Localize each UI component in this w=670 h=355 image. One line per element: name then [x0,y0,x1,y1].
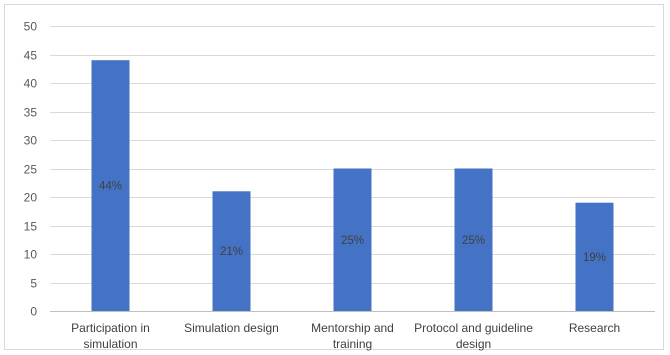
data-label-3: 25% [341,235,364,247]
y-tick-label-35: 35 [24,106,38,120]
category-label-2-line-1: Simulation design [184,321,279,335]
y-axis-tick-labels: 0 5 10 15 20 25 30 35 40 45 50 [24,20,38,319]
bars [91,60,614,312]
y-tick-label-10: 10 [24,248,38,262]
bar-4 [454,168,493,311]
gridlines [50,26,655,312]
data-label-1: 44% [99,181,122,193]
category-label-3-line-2: training [333,337,372,351]
y-tick-label-30: 30 [24,134,38,148]
y-tick-label-50: 50 [24,20,38,34]
data-label-5: 19% [583,252,606,264]
bar-3 [333,168,372,311]
y-tick-label-20: 20 [24,191,38,205]
y-tick-label-25: 25 [24,163,38,177]
category-label-4-line-2: design [456,337,491,351]
data-label-2: 21% [220,246,243,258]
data-labels: 44% 21% 25% 25% 19% [99,181,606,264]
bar-1 [91,60,130,312]
y-tick-label-5: 5 [30,277,37,291]
bar-5 [575,202,614,311]
data-label-4: 25% [462,235,485,247]
category-label-1-line-2: simulation [83,337,137,351]
x-axis-category-labels: Participation in simulation Simulation des… [71,321,620,351]
category-label-1-line-1: Participation in [71,321,150,335]
y-tick-label-0: 0 [30,305,37,319]
bar-2 [212,191,251,311]
y-tick-label-40: 40 [24,77,38,91]
y-tick-label-45: 45 [24,49,38,63]
category-label-5-line-1: Research [569,321,620,335]
category-label-4-line-1: Protocol and guideline [414,321,533,335]
y-tick-label-15: 15 [24,220,38,234]
category-label-3-line-1: Mentorship and [311,321,394,335]
